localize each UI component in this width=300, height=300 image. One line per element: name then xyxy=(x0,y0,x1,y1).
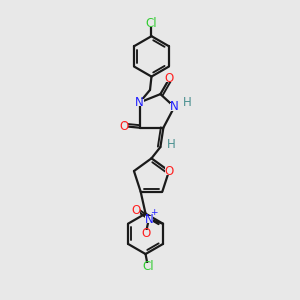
Bar xyxy=(170,103,179,111)
Bar xyxy=(165,75,173,82)
Bar xyxy=(120,122,128,130)
Text: O: O xyxy=(119,120,129,133)
Bar xyxy=(132,207,140,214)
Bar xyxy=(142,230,150,237)
Bar xyxy=(135,99,144,106)
Text: Cl: Cl xyxy=(146,17,157,30)
Bar xyxy=(165,167,173,175)
Bar xyxy=(146,20,157,27)
Bar xyxy=(145,215,153,223)
Text: O: O xyxy=(141,227,150,240)
Bar xyxy=(168,141,176,148)
Text: Cl: Cl xyxy=(142,260,154,273)
Text: N: N xyxy=(170,100,179,113)
Text: N: N xyxy=(135,96,144,109)
Bar xyxy=(183,99,190,106)
Bar xyxy=(142,263,154,270)
Text: H: H xyxy=(167,138,176,151)
Text: N: N xyxy=(144,213,153,226)
Text: +: + xyxy=(150,208,158,217)
Text: O: O xyxy=(165,72,174,85)
Text: H: H xyxy=(182,96,191,109)
Text: O: O xyxy=(164,165,174,178)
Text: O: O xyxy=(132,204,141,217)
